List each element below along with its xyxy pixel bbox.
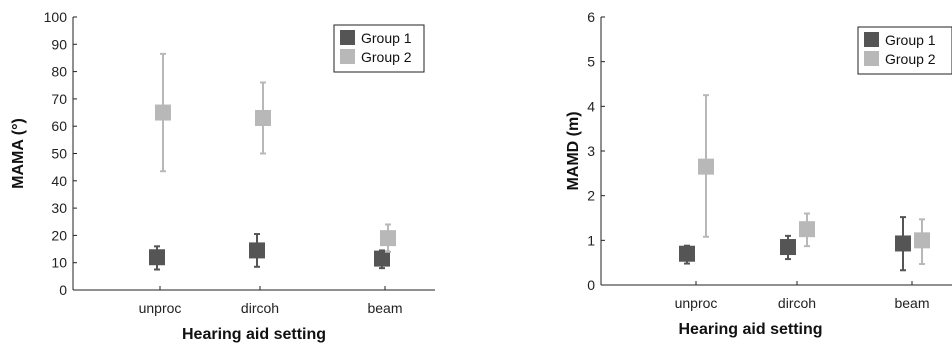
x-tick-label: beam [367,300,402,316]
data-point-marker [895,235,911,252]
legend-label: Group 2 [885,51,936,67]
y-tick-label: 10 [51,255,67,271]
x-tick-label: unproc [139,300,182,316]
legend: Group 1 Group 2 [333,24,425,73]
y-tick-label: 6 [587,9,595,25]
y-tick-label: 40 [51,173,67,189]
data-point-marker [149,249,165,266]
series-1 [679,216,911,272]
y-tick-label: 30 [51,200,67,216]
data-point-marker [698,158,714,175]
x-axis-label: Hearing aid setting [678,321,822,338]
legend-swatch [340,30,355,45]
x-tick-label: dircoh [241,300,279,316]
legend-label: Group 1 [885,32,936,48]
y-tick-label: 1 [587,232,595,248]
data-point-marker [255,110,271,127]
data-point-marker [914,232,930,249]
series-1 [149,233,390,271]
x-tick-label: unproc [675,295,718,311]
series-2 [698,94,930,266]
legend-swatch [864,51,879,66]
legend-box [333,24,425,73]
y-tick-label: 90 [51,36,67,52]
y-tick-label: 60 [51,118,67,134]
y-tick-label: 0 [587,277,595,293]
legend: Group 1 Group 2 [857,26,952,75]
y-axis-label: MAMD (m) [565,111,582,190]
data-point-marker [249,242,265,259]
data-point-marker [374,250,390,267]
series-2 [155,52,396,253]
legend-label: Group 1 [361,30,412,46]
y-tick-label: 50 [51,146,67,162]
data-point-marker [380,230,396,247]
y-tick-label: 2 [587,188,595,204]
y-tick-label: 70 [51,91,67,107]
data-point-marker [679,245,695,262]
y-tick-label: 20 [51,227,67,243]
chart-1: 0 10 20 30 40 50 60 70 80 90 100 unproc dircoh beam He… [10,9,435,343]
legend-swatch [340,49,355,64]
y-tick-label: 3 [587,143,595,159]
x-tick-label: beam [894,295,929,311]
y-tick-label: 80 [51,64,67,80]
legend-swatch [864,32,879,47]
x-tick-label: dircoh [778,295,816,311]
y-tick-label: 0 [59,282,67,298]
data-point-marker [155,104,171,121]
y-axis-label: MAMA (°) [10,118,27,189]
y-tick-label: 100 [44,9,68,25]
data-point-marker [780,239,796,256]
y-tick-label: 5 [587,54,595,70]
legend-label: Group 2 [361,49,412,65]
y-tick-label: 4 [587,98,595,114]
chart-2: 0 1 2 3 4 5 6 unproc dircoh beam Hearing aid setti… [565,9,952,338]
x-axis-label: Hearing aid setting [182,326,326,343]
data-point-marker [799,221,815,238]
